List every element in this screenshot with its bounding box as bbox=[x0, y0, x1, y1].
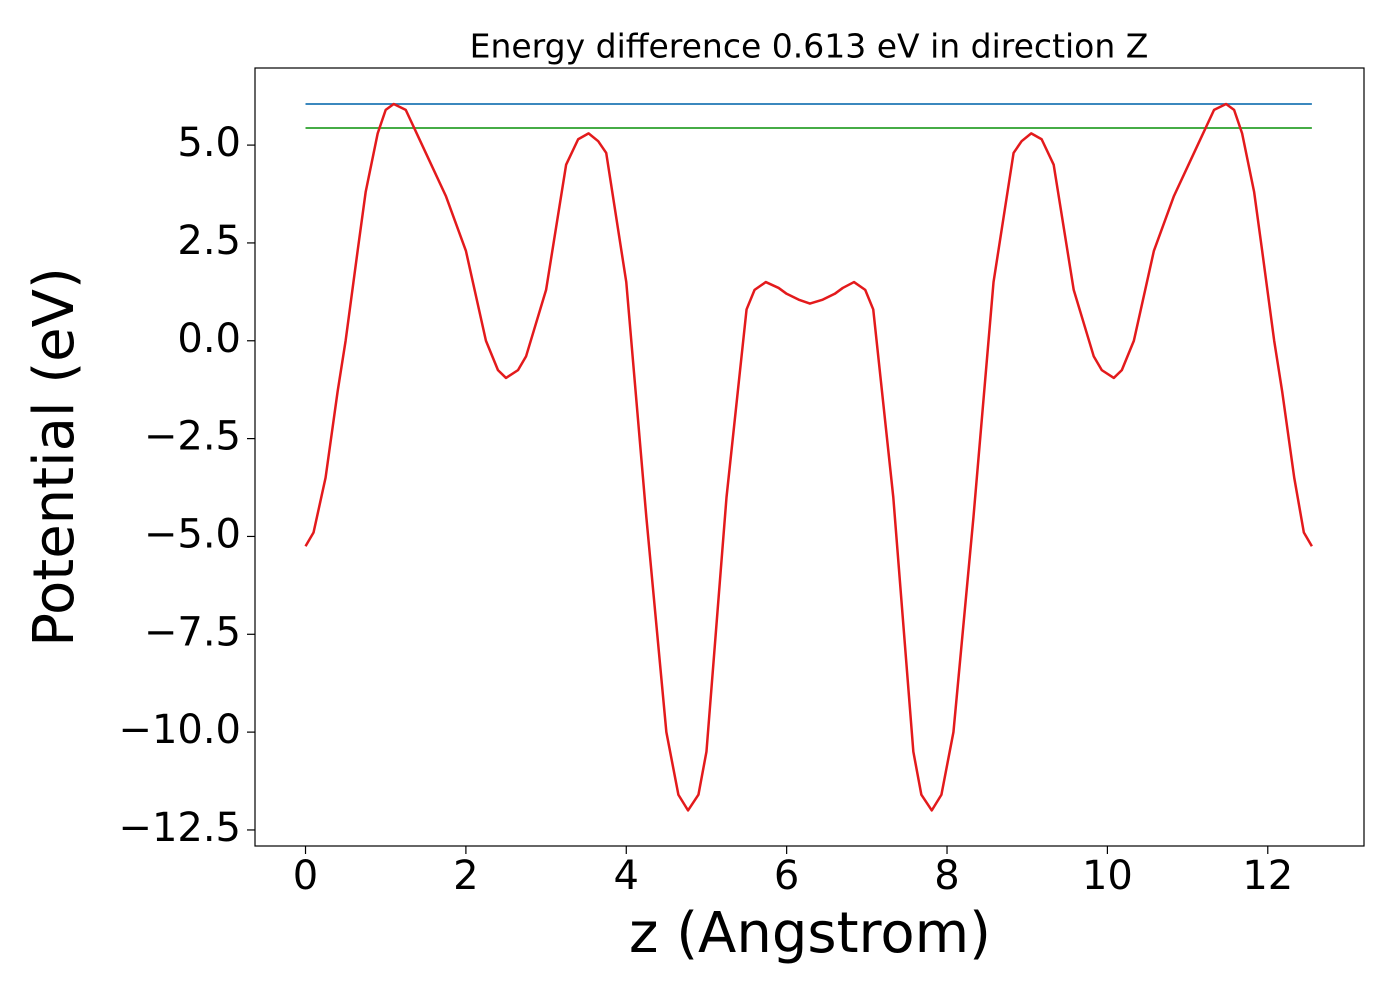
x-tick-label: 2 bbox=[453, 853, 478, 899]
y-axis-label: Potential (eV) bbox=[22, 267, 87, 647]
y-tick-label: 5.0 bbox=[177, 120, 241, 166]
y-tick-label: −7.5 bbox=[144, 609, 241, 655]
line-series bbox=[304, 102, 1313, 812]
plot-frame bbox=[254, 67, 1365, 847]
y-tick-label: −12.5 bbox=[118, 805, 241, 851]
x-tick-label: 6 bbox=[774, 853, 799, 899]
y-tick-label: −5.0 bbox=[144, 511, 241, 557]
x-axis-label: z (Angstrom) bbox=[629, 901, 991, 966]
x-tick-label: 0 bbox=[293, 853, 318, 899]
y-tick-label: 0.0 bbox=[177, 316, 241, 362]
chart-title: Energy difference 0.613 eV in direction … bbox=[470, 27, 1149, 66]
x-tick-label: 10 bbox=[1082, 853, 1133, 899]
y-tick-label: 2.5 bbox=[177, 218, 241, 264]
x-tick-label: 4 bbox=[614, 853, 639, 899]
y-tick-label: −10.0 bbox=[118, 707, 241, 753]
x-tick-label: 8 bbox=[934, 853, 959, 899]
x-tick-label: 12 bbox=[1242, 853, 1293, 899]
y-tick-label: −2.5 bbox=[144, 414, 241, 460]
